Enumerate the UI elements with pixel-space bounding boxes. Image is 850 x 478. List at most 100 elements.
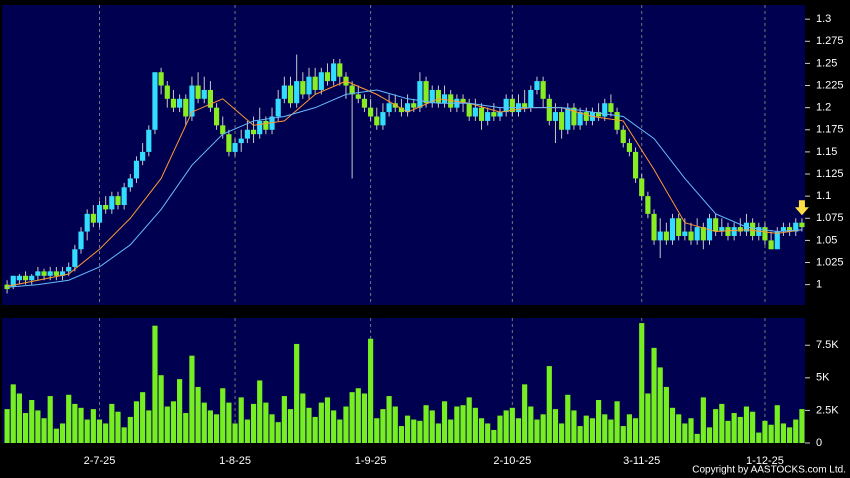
y-tick-label: 1.125 [816, 168, 844, 180]
candle-body [762, 227, 768, 241]
candle-body [799, 222, 805, 228]
candle-body [380, 112, 386, 126]
candle-body [657, 231, 663, 241]
candle-body [608, 103, 614, 113]
volume-bar [324, 397, 331, 443]
x-tick-label: 2-7-25 [84, 455, 116, 467]
candle-body [294, 81, 300, 104]
volume-bar [96, 419, 103, 443]
volume-bar [287, 409, 294, 443]
candle-body [78, 231, 84, 250]
volume-bar [793, 419, 799, 443]
candle-body [546, 98, 552, 121]
volume-bar [189, 355, 195, 443]
candle-body [780, 227, 787, 232]
candle-body [10, 275, 16, 287]
volume-bar [47, 396, 53, 443]
volume-bar [620, 426, 626, 443]
y-tick-label: 1.175 [816, 124, 844, 136]
candle-body [121, 187, 127, 205]
candle-body [626, 143, 632, 152]
volume-bar [478, 418, 485, 443]
candle-body [411, 103, 417, 108]
volume-bar [300, 393, 306, 443]
volume-bar [361, 393, 368, 443]
volume-bar [441, 401, 448, 443]
candle-body [497, 112, 503, 117]
volume-bar [318, 402, 324, 443]
volume-bar [780, 423, 787, 443]
candle-body [663, 231, 669, 241]
volume-bar [349, 392, 355, 443]
volume-bar [16, 393, 22, 443]
volume-bar [127, 416, 133, 443]
candle-body [84, 213, 90, 232]
candle-body [614, 112, 620, 130]
candle-body [559, 112, 565, 130]
volume-bar [719, 403, 725, 443]
volume-bar [294, 343, 300, 443]
candle-body [435, 89, 441, 104]
candle-body [737, 227, 743, 232]
candle-body [793, 222, 799, 232]
candle-body [232, 143, 238, 152]
volume-bar [411, 419, 417, 443]
candle-body [472, 107, 478, 117]
volume-bar [146, 410, 152, 443]
candle-body [115, 196, 121, 205]
volume-bar [509, 407, 515, 443]
candle-body [152, 72, 158, 130]
candle-body [651, 213, 657, 241]
x-tick-label: 2-10-25 [493, 455, 531, 467]
volume-bar [774, 405, 780, 443]
volume-bar [737, 416, 743, 443]
candle-body [220, 125, 226, 135]
candle-body [725, 227, 731, 236]
volume-bar [170, 401, 177, 443]
volume-bar [768, 424, 774, 443]
volume-bar [460, 405, 466, 443]
candle-body [768, 240, 774, 250]
candle-body [485, 112, 491, 121]
y-tick-label: 1.275 [816, 35, 844, 47]
volume-bar [485, 423, 491, 443]
candle-body [368, 107, 374, 117]
volume-bar [306, 407, 312, 443]
candle-body [96, 205, 103, 223]
candle-body [386, 103, 392, 113]
candle-body [682, 231, 688, 236]
volume-bar [799, 409, 805, 443]
candle-body [140, 151, 146, 161]
volume-bar [220, 388, 226, 443]
volume-bar [53, 428, 59, 443]
volume-bar [331, 410, 337, 443]
volume-bar [503, 410, 509, 443]
volume-tick-label: 0 [816, 437, 822, 449]
candle-body [676, 218, 682, 236]
candle-body [90, 213, 96, 223]
candle-body [146, 129, 152, 152]
volume-bar [559, 423, 565, 443]
candle-body [349, 85, 355, 95]
volume-bar [281, 396, 287, 443]
volume-bar [109, 403, 115, 443]
candle-body [688, 231, 694, 241]
candle-body [72, 249, 78, 267]
volume-bar [596, 399, 602, 443]
volume-bar [688, 418, 694, 443]
candle-body [238, 138, 244, 144]
candle-body [441, 94, 448, 104]
candle-body [331, 63, 337, 82]
candle-body [257, 120, 263, 135]
y-tick-label: 1.05 [816, 234, 837, 246]
candle-body [59, 271, 66, 276]
y-tick-label: 1.1 [816, 190, 831, 202]
volume-bar [386, 396, 392, 443]
candle-body [337, 63, 343, 77]
volume-bar [614, 401, 620, 443]
candle-body [528, 89, 534, 108]
volume-bar [669, 407, 676, 443]
candle-body [170, 98, 177, 108]
moving-average [7, 89, 802, 288]
volume-bar [583, 415, 589, 443]
